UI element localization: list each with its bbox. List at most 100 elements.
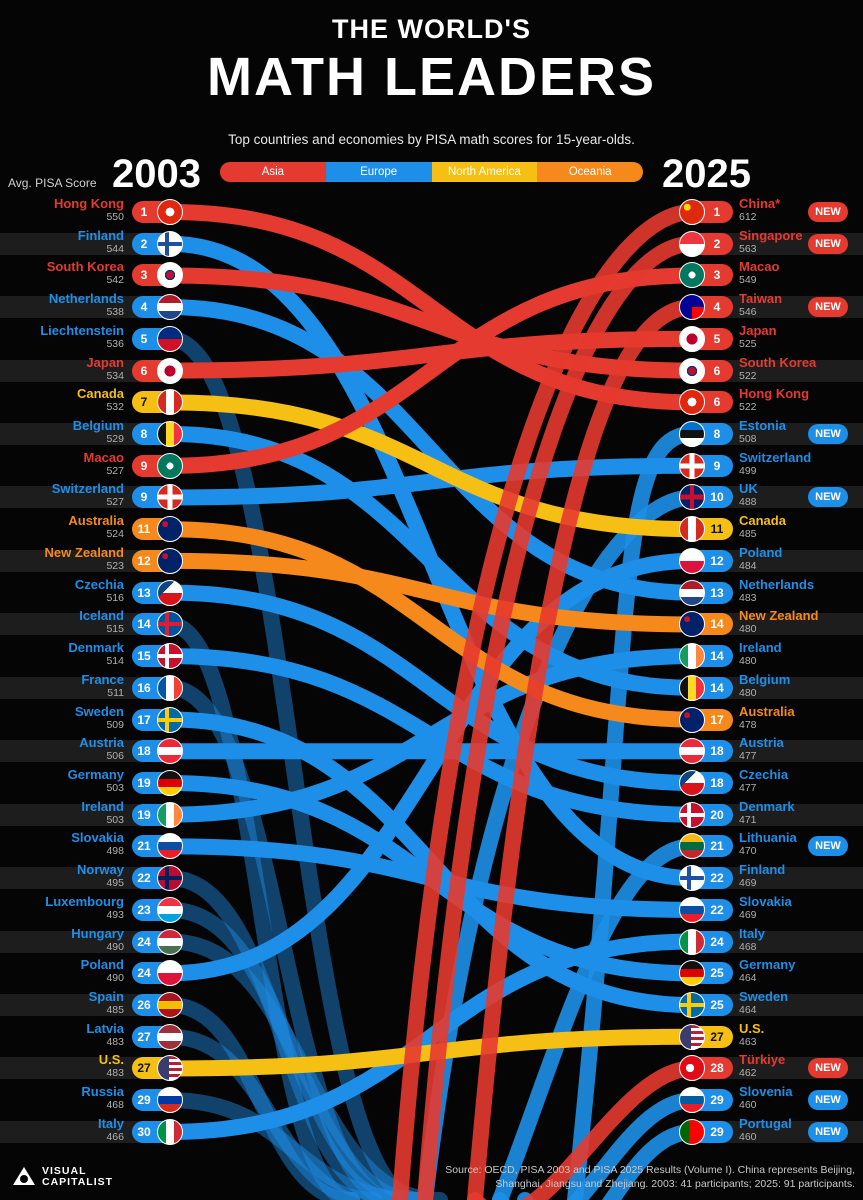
rank-right: 25	[710, 998, 724, 1012]
rank-right: 25	[710, 966, 724, 981]
score-right: 464	[739, 1004, 757, 1016]
estonia-flag-icon	[679, 421, 705, 448]
portugal-flag-icon	[679, 1118, 705, 1145]
row-stripe-right	[700, 930, 863, 953]
taiwan-flag-icon	[679, 294, 705, 321]
rank-right: 28	[710, 1061, 724, 1076]
source-note: Source: OECD, PISA 2003 and PISA 2025 Re…	[445, 1164, 855, 1190]
country-left: Iceland	[79, 608, 124, 624]
flow-spain	[162, 997, 360, 1200]
canada-flag-icon	[679, 516, 705, 543]
rank-left: 30	[137, 1124, 151, 1139]
rank-right: 11	[710, 522, 724, 537]
score-right: 462	[739, 1067, 757, 1080]
china-flag-icon	[679, 199, 705, 225]
row-stripe-right	[700, 359, 863, 382]
flow-australia	[162, 521, 700, 728]
flow-canada	[162, 394, 700, 538]
italy-flag-icon	[679, 928, 705, 955]
country-right: Australia	[739, 703, 795, 719]
flow-new-estonia	[567, 426, 700, 1200]
belgium-flag-icon	[679, 674, 705, 701]
score-right: 485	[739, 528, 757, 541]
flow-czechia	[162, 584, 700, 791]
score-right: 464	[739, 972, 757, 985]
country-right: Estonia	[739, 418, 786, 434]
country-right: Sweden	[739, 989, 789, 1004]
rank-left: 12	[137, 553, 151, 568]
score-right: 488	[739, 496, 757, 509]
row-stripe-right	[700, 867, 863, 890]
country-right: UK	[739, 481, 758, 497]
score-right: 480	[739, 686, 757, 699]
score-right: 563	[739, 242, 757, 255]
norway-flag-icon	[157, 865, 183, 892]
score-left: 542	[106, 274, 124, 287]
legend-asia: Asia	[220, 162, 326, 182]
country-left: Canada	[77, 386, 124, 402]
switzerland-flag-icon	[679, 452, 705, 479]
country-right: Canada	[739, 513, 786, 529]
us-flag-icon	[679, 1023, 705, 1050]
lithuania-flag-icon	[679, 833, 705, 860]
rank-left: 21	[137, 839, 151, 854]
score-left: 495	[106, 877, 124, 890]
belgium-flag-icon	[157, 421, 183, 448]
country-right: Germany	[739, 957, 796, 973]
czechia-flag-icon	[157, 579, 183, 606]
legend-north-america: North America	[431, 162, 538, 182]
score-left: 506	[106, 750, 124, 763]
country-right: Taiwan	[739, 291, 783, 307]
flow-new-t-rkiye	[467, 1060, 700, 1200]
row-stripe-left	[0, 486, 150, 509]
row-stripe-left	[0, 613, 150, 636]
logo-line-2: CAPITALIST	[42, 1176, 114, 1188]
score-left: 511	[107, 686, 124, 699]
score-left: 509	[106, 718, 124, 731]
score-left: 529	[106, 433, 124, 446]
country-right: Japan	[739, 322, 777, 338]
iceland-flag-icon	[157, 611, 183, 638]
row-stripe-left	[0, 1120, 150, 1143]
rank-right: 18	[710, 775, 724, 790]
flow-new-slovenia	[492, 1092, 700, 1200]
russia-flag-icon	[157, 1087, 183, 1114]
title-line-2: MATH LEADERS	[207, 47, 656, 107]
flow-luxembourg	[162, 901, 426, 1200]
score-left: 536	[106, 337, 124, 350]
rank-right: 14	[710, 680, 724, 695]
country-right: Singapore	[739, 227, 803, 243]
austria-flag-icon	[157, 738, 183, 765]
avg-score-label: Avg. PISA Score	[8, 176, 97, 190]
rank-left: 3	[140, 268, 148, 283]
rank-left: 27	[137, 1029, 151, 1044]
new-badge: NEW	[808, 1121, 848, 1142]
new-badge: NEW	[808, 487, 848, 508]
uk-flag-icon	[679, 484, 705, 511]
score-left: 503	[106, 813, 124, 826]
flow-switzerland	[162, 457, 700, 506]
rank-right: 29	[710, 1093, 724, 1108]
liechtenstein-flag-icon	[157, 325, 183, 352]
slovakia-flag-icon	[157, 833, 183, 860]
score-right: 469	[739, 908, 757, 921]
ireland-flag-icon	[157, 801, 183, 828]
denmark-flag-icon	[157, 643, 183, 670]
rank-right: 6	[713, 363, 721, 378]
canada-flag-icon	[157, 389, 183, 416]
rank-left: 2	[140, 236, 148, 251]
score-left: 483	[106, 1067, 124, 1080]
slovenia-flag-icon	[679, 1087, 705, 1114]
rank-left: 9	[140, 490, 148, 505]
rank-left: 22	[137, 871, 151, 886]
row-stripe-left	[0, 740, 150, 763]
rank-left: 9	[140, 458, 148, 473]
switzerland-flag-icon	[157, 484, 183, 511]
rank-left: 7	[140, 395, 148, 410]
country-left: France	[81, 671, 124, 687]
country-left: U.S.	[98, 1052, 124, 1068]
country-right: Slovenia	[739, 1084, 793, 1100]
country-left: Spain	[88, 989, 124, 1004]
country-right: China*	[739, 196, 781, 211]
